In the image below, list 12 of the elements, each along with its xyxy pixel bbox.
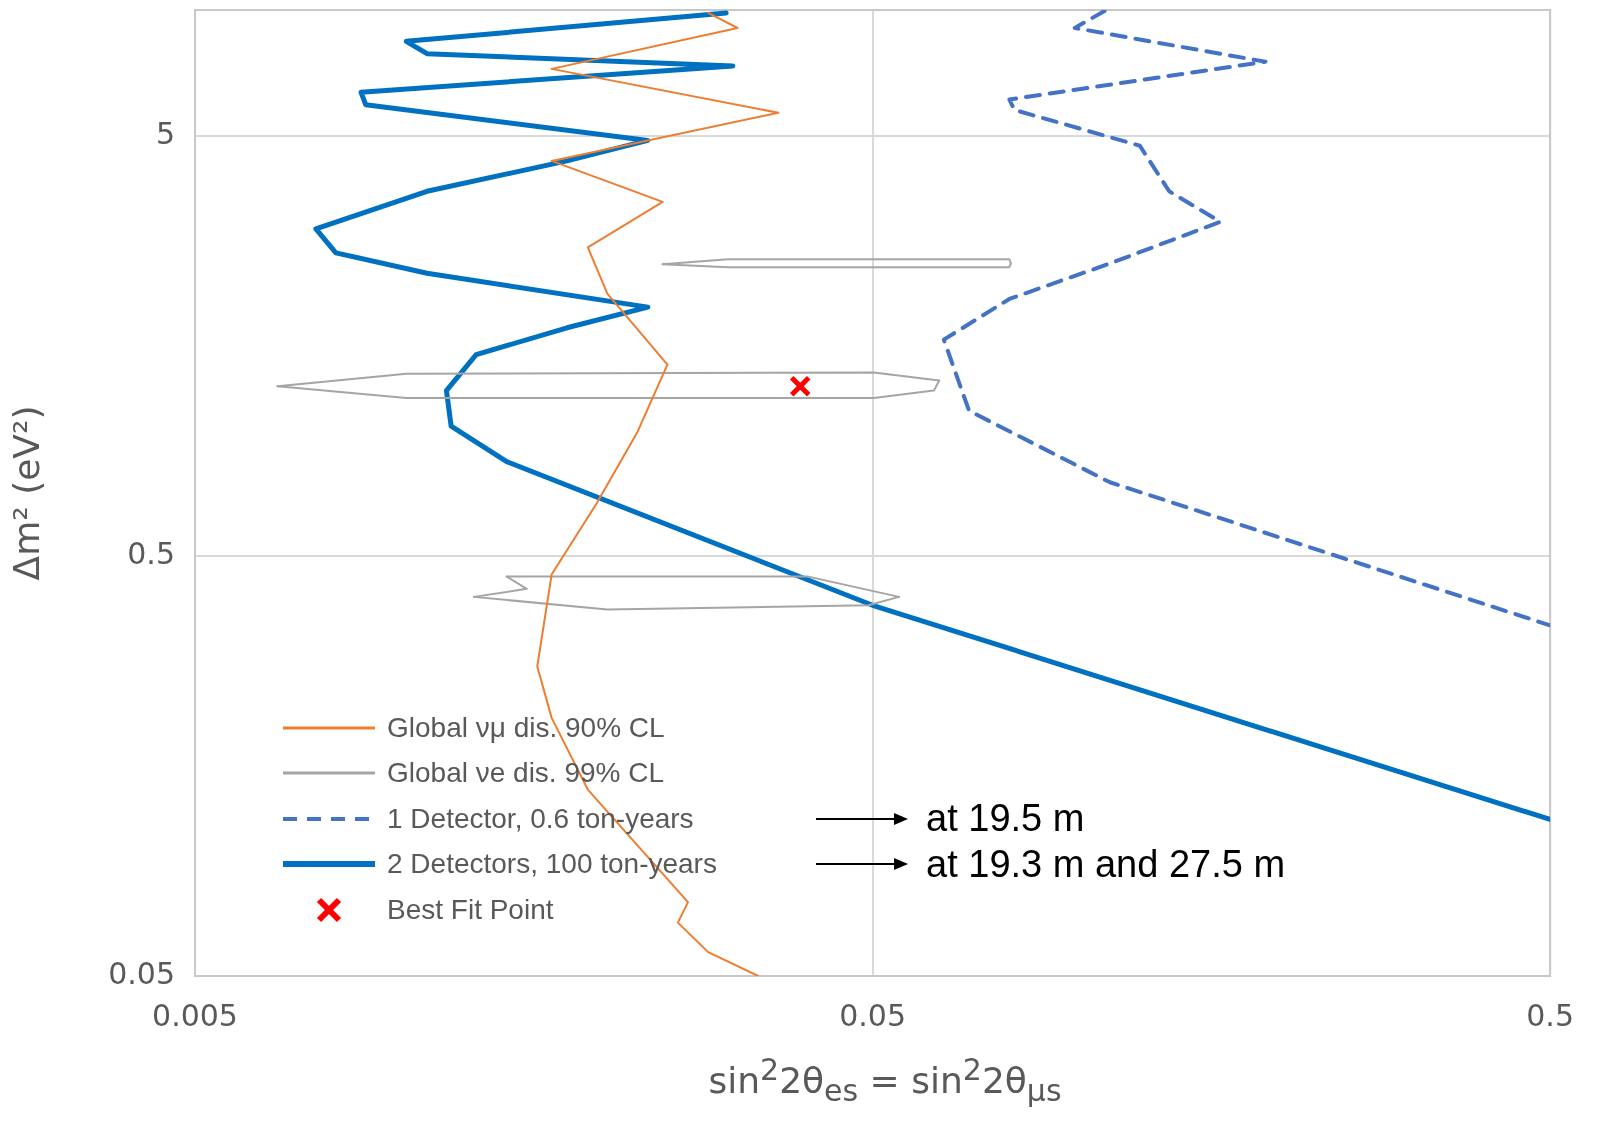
y-tick-label: 0.5 [127, 535, 175, 571]
annotation: at 19.3 m and 27.5 m [926, 842, 1286, 886]
legend-label: Global νμ dis. 90% CL [387, 711, 665, 744]
y-tick-label: 0.05 [108, 955, 175, 991]
y-axis-title: Δm² (eV²) [5, 405, 47, 581]
annotation: at 19.5 m [926, 797, 1085, 841]
x-axis-title: sin$^{2}$2θ$_{es}$ = sin$^{2}$2θ$_{μs}$ [707, 1052, 1063, 1109]
y-tick-label: 5 [155, 116, 175, 152]
x-tick-label: 0.05 [839, 997, 906, 1033]
legend-label: Best Fit Point [387, 893, 554, 926]
x-tick-label: 0.005 [152, 997, 238, 1033]
x-tick-label: 0.5 [1526, 997, 1574, 1033]
